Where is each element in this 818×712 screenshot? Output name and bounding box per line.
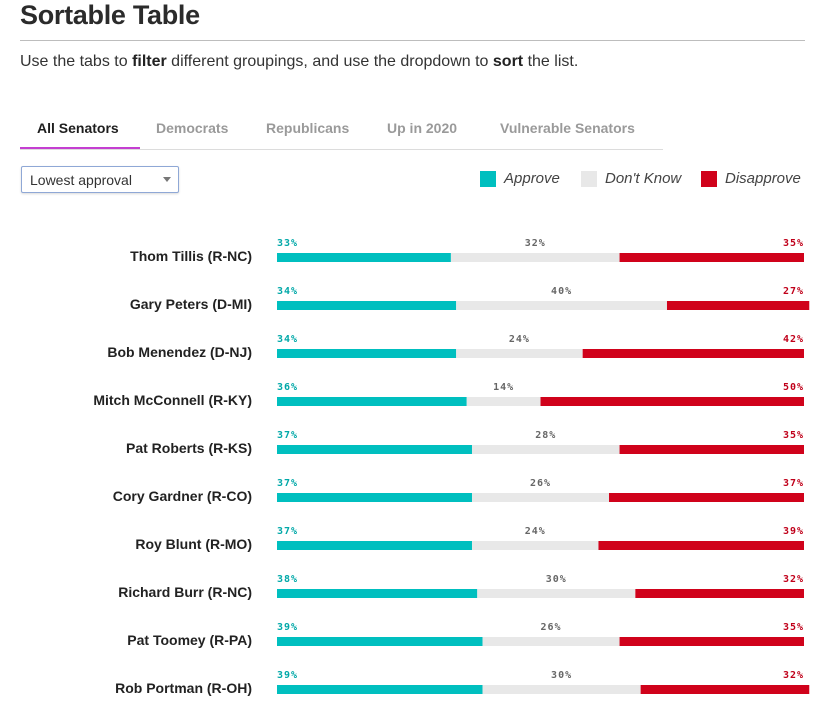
data-label-approve: 36% (277, 382, 298, 393)
data-label-disapprove: 32% (783, 670, 804, 681)
data-label-don-t-know: 28% (535, 430, 556, 441)
data-label-don-t-know: 32% (525, 238, 546, 249)
senator-name: Pat Toomey (R-PA) (127, 632, 252, 648)
intro-part-2: different groupings, and use the dropdow… (166, 53, 493, 70)
data-label-don-t-know: 24% (525, 526, 546, 537)
bar-approve (277, 301, 457, 310)
bar-don-t-know (471, 445, 620, 454)
data-label-disapprove: 37% (783, 478, 804, 489)
data-label-approve: 39% (277, 622, 298, 633)
data-label-disapprove: 32% (783, 574, 804, 585)
bar-disapprove (609, 493, 804, 502)
senator-name: Pat Roberts (R-KS) (126, 440, 252, 456)
bar-don-t-know (471, 541, 599, 550)
bar-disapprove (540, 397, 804, 406)
data-label-approve: 34% (277, 334, 298, 345)
data-label-approve: 39% (277, 670, 298, 681)
intro-part-1: Use the tabs to (20, 53, 133, 70)
legend-swatch-dont-know (581, 171, 597, 187)
intro-bold-sort: sort (492, 53, 524, 70)
data-label-approve: 37% (277, 430, 298, 441)
title-divider (20, 40, 805, 41)
sort-dropdown-value: Lowest approval (30, 172, 132, 188)
data-label-don-t-know: 26% (530, 478, 551, 489)
active-tab-indicator (20, 147, 140, 149)
data-label-disapprove: 35% (783, 430, 804, 441)
data-label-approve: 37% (277, 526, 298, 537)
bar-don-t-know (482, 637, 620, 646)
bar-approve (277, 445, 472, 454)
data-label-don-t-know: 26% (541, 622, 562, 633)
tab-republicans[interactable]: Republicans (266, 120, 350, 136)
senator-name: Rob Portman (R-OH) (115, 680, 252, 696)
bar-disapprove (635, 589, 804, 598)
data-label-disapprove: 42% (783, 334, 804, 345)
tab-democrats[interactable]: Democrats (156, 120, 229, 136)
data-label-disapprove: 35% (783, 238, 804, 249)
tab-all-senators[interactable]: All Senators (37, 120, 119, 136)
senator-name: Cory Gardner (R-CO) (113, 488, 252, 504)
senator-name: Gary Peters (D-MI) (130, 296, 252, 312)
senator-name: Mitch McConnell (R-KY) (93, 392, 252, 408)
bar-don-t-know (466, 397, 541, 406)
data-label-disapprove: 35% (783, 622, 804, 633)
data-label-approve: 37% (277, 478, 298, 489)
bar-don-t-know (450, 253, 620, 262)
legend-label-disapprove: Disapprove (725, 170, 801, 187)
senator-name: Roy Blunt (R-MO) (135, 536, 252, 552)
bar-don-t-know (471, 493, 610, 502)
bar-disapprove (640, 685, 810, 694)
sort-dropdown[interactable]: Lowest approval (21, 166, 179, 193)
bar-approve (277, 685, 483, 694)
data-label-don-t-know: 40% (551, 286, 572, 297)
intro-text: Use the tabs to filter different groupin… (20, 53, 578, 71)
legend-label-dont-know: Don't Know (605, 170, 682, 187)
bar-approve (277, 589, 478, 598)
bar-don-t-know (456, 301, 667, 310)
data-label-disapprove: 39% (783, 526, 804, 537)
bar-approve (277, 253, 451, 262)
data-label-disapprove: 50% (783, 382, 804, 393)
data-label-approve: 34% (277, 286, 298, 297)
bar-disapprove (619, 253, 804, 262)
bar-disapprove (582, 349, 804, 358)
bar-don-t-know (456, 349, 583, 358)
bar-don-t-know (477, 589, 636, 598)
data-label-disapprove: 27% (783, 286, 804, 297)
page-title: Sortable Table (20, 0, 200, 30)
bar-approve (277, 349, 457, 358)
bar-approve (277, 637, 483, 646)
bar-don-t-know (482, 685, 641, 694)
legend-swatch-disapprove (701, 171, 717, 187)
data-label-don-t-know: 30% (546, 574, 567, 585)
legend-swatch-approve (480, 171, 496, 187)
bar-disapprove (619, 445, 804, 454)
intro-bold-filter: filter (132, 53, 167, 70)
data-label-approve: 38% (277, 574, 298, 585)
legend-label-approve: Approve (504, 170, 560, 187)
bar-disapprove (619, 637, 804, 646)
senator-name: Bob Menendez (D-NJ) (107, 344, 252, 360)
senator-name: Richard Burr (R-NC) (118, 584, 252, 600)
bar-approve (277, 541, 472, 550)
filter-tabs: All Senators Democrats Republicans Up in… (20, 108, 663, 150)
tab-vulnerable-senators[interactable]: Vulnerable Senators (500, 120, 635, 136)
chevron-down-icon (163, 177, 171, 182)
tab-up-in-2020[interactable]: Up in 2020 (387, 120, 458, 136)
bar-disapprove (666, 301, 810, 310)
bar-approve (277, 397, 467, 406)
data-label-approve: 33% (277, 238, 298, 249)
bar-disapprove (598, 541, 804, 550)
intro-part-3: the list. (523, 53, 579, 70)
data-label-don-t-know: 24% (509, 334, 530, 345)
data-label-don-t-know: 14% (493, 382, 514, 393)
data-label-don-t-know: 30% (551, 670, 572, 681)
senator-name: Thom Tillis (R-NC) (130, 248, 252, 264)
bar-approve (277, 493, 472, 502)
